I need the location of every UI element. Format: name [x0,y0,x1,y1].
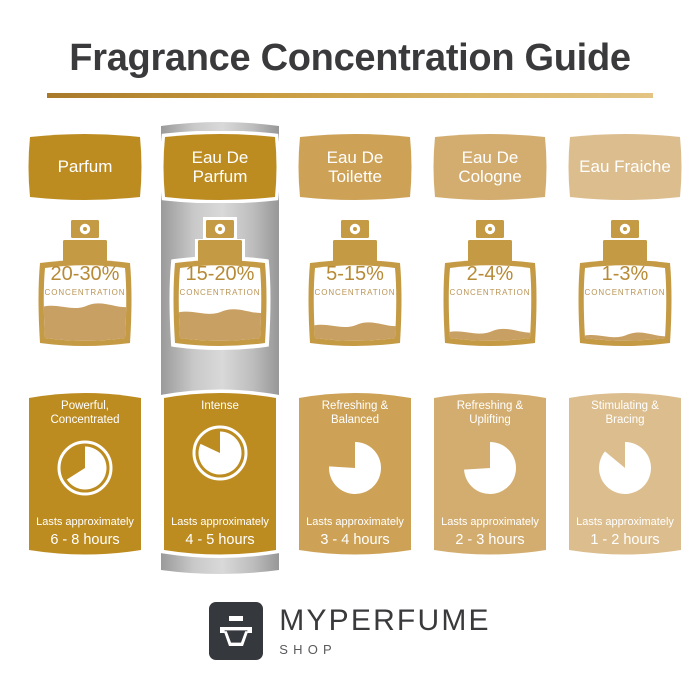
title-divider [47,93,653,98]
card-background [29,393,141,555]
bottle-graphic: 1-3% CONCENTRATION [566,216,684,366]
bottle-graphic: 5-15% CONCENTRATION [296,216,414,366]
badge-shape [161,131,279,203]
bottle-shape [308,220,402,346]
bottle-shape [578,220,672,346]
page-title: Fragrance Concentration Guide [69,37,631,79]
bottle-shape [169,217,271,350]
logo-wordmark: MYPERFUME SHOP [279,604,491,657]
perfume-bottle-icon [209,602,264,660]
category-badge[interactable]: Eau Fraiche [566,131,684,203]
duration-card[interactable]: Refreshing & Uplifting Lasts approximatel… [431,386,549,560]
badge-label: Eau De Toilette [326,147,384,186]
category-badge[interactable]: Eau De Cologne [431,131,549,203]
bottle-graphic: 20-30% CONCENTRATION [26,216,144,366]
badge-shape [568,134,682,200]
card-background [569,393,681,555]
card-background [299,393,411,555]
badge-label: Eau De Cologne [458,147,522,186]
category-badge[interactable]: Parfum [26,131,144,203]
bottle-graphic: 15-20% CONCENTRATION [161,216,279,366]
category-badge[interactable]: Eau De Toilette [296,131,414,203]
category-badge[interactable]: Eau De Parfum [161,131,279,203]
card-background [161,389,279,558]
duration-card[interactable]: Powerful, Concentrated Lasts approximatel… [26,386,144,560]
duration-card[interactable]: Refreshing & Balanced Lasts approximately… [296,386,414,560]
logo-subtitle: SHOP [279,642,337,657]
badge-shape [433,134,547,200]
duration-card[interactable]: Stimulating & Bracing Lasts approximately… [566,386,684,560]
badge-shape [298,134,412,200]
bottle-shape [38,220,132,346]
badge-label: Eau Fraiche [579,157,671,177]
bottle-shape [443,220,537,346]
title-block: Fragrance Concentration Guide [0,37,700,80]
badge-label: Eau De Parfum [191,147,249,186]
bottle-graphic: 2-4% CONCENTRATION [431,216,549,366]
badge-label: Parfum [57,157,113,177]
duration-card[interactable]: Intense Lasts approximately 4 - 5 hours [161,386,279,560]
brand-logo: MYPERFUME SHOP [0,602,700,660]
badge-shape [28,134,142,200]
card-background [434,393,546,555]
logo-name: MYPERFUME [279,604,491,637]
